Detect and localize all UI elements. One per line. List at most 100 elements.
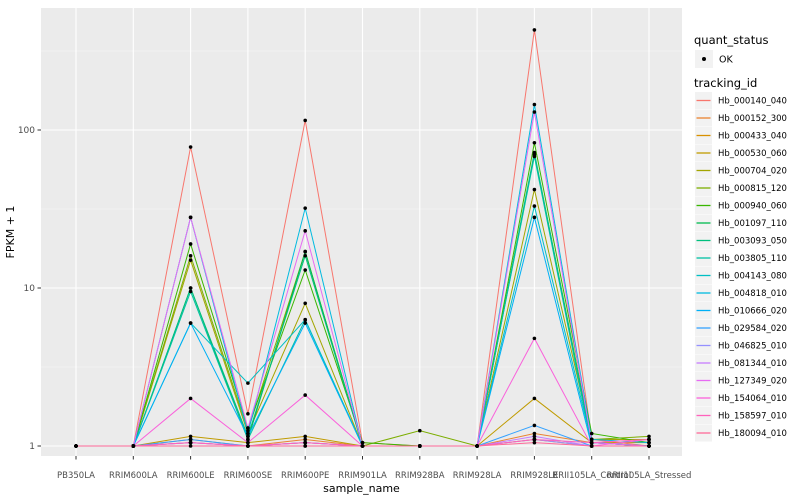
- legend-label: Hb_081344_010: [718, 359, 787, 369]
- data-point: [303, 317, 308, 322]
- x-tick-label: RRIM600SE: [224, 471, 273, 481]
- data-point: [532, 423, 537, 428]
- data-point: [647, 434, 651, 439]
- data-point: [246, 437, 250, 442]
- legend-label: Hb_000815_120: [718, 184, 787, 194]
- x-tick-label: RRIM600PE: [281, 471, 329, 481]
- plot-panel: [41, 8, 682, 456]
- data-point: [188, 396, 193, 401]
- legend-label: Hb_158597_010: [718, 412, 787, 422]
- data-point: [532, 150, 537, 155]
- data-point: [532, 154, 537, 159]
- data-point: [303, 440, 308, 445]
- legend-label: Hb_154064_010: [718, 394, 787, 404]
- y-tick-label: 10: [24, 284, 36, 294]
- x-tick-label: RRIM928LE: [510, 471, 558, 481]
- x-tick-label: RRIM600LA: [109, 471, 158, 481]
- data-point: [188, 286, 193, 290]
- y-axis-title: FPKM + 1: [4, 206, 17, 259]
- data-point: [303, 437, 308, 442]
- x-tick-label: RRII105LA_Control: [552, 471, 631, 481]
- data-point: [246, 434, 250, 439]
- data-point: [246, 444, 250, 448]
- data-point: [418, 444, 422, 448]
- data-point: [188, 242, 193, 246]
- data-point: [188, 434, 193, 439]
- y-tick-label: 100: [18, 126, 35, 136]
- data-point: [532, 336, 537, 341]
- legend-title-tracking-id: tracking_id: [694, 76, 757, 90]
- data-point: [418, 428, 422, 433]
- legend-title-quant-status: quant_status: [694, 33, 769, 47]
- data-point: [303, 434, 308, 439]
- x-tick-label: RRIM928LA: [453, 471, 502, 481]
- legend-label: Hb_000940_060: [718, 202, 787, 212]
- data-point: [589, 431, 594, 436]
- data-point: [532, 434, 537, 439]
- data-point: [246, 428, 250, 433]
- data-point: [188, 444, 193, 448]
- data-point: [589, 440, 594, 445]
- data-point: [303, 253, 308, 258]
- data-point: [188, 321, 193, 325]
- y-tick-label: 1: [29, 442, 35, 452]
- data-point: [303, 206, 308, 210]
- data-point: [475, 444, 479, 448]
- data-point: [303, 268, 308, 272]
- ok-point-icon: [702, 57, 706, 61]
- data-point: [131, 444, 136, 448]
- data-point: [246, 431, 250, 436]
- data-point: [532, 110, 537, 114]
- legend-label: Hb_000140_040: [718, 97, 787, 107]
- legend-label: Hb_000152_300: [718, 114, 787, 124]
- x-tick-label: RRII105LA_Stressed: [607, 471, 692, 481]
- data-point: [589, 444, 594, 448]
- x-tick-label: RRIM928BA: [395, 471, 445, 481]
- data-point: [246, 411, 250, 416]
- data-point: [532, 440, 537, 445]
- data-point: [303, 118, 308, 123]
- data-point: [303, 301, 308, 306]
- data-point: [303, 249, 308, 254]
- data-point: [188, 437, 193, 442]
- data-point: [303, 444, 308, 448]
- data-point: [532, 437, 537, 442]
- data-point: [74, 444, 78, 448]
- data-point: [532, 28, 537, 32]
- legend-label: Hb_000433_040: [718, 132, 787, 142]
- data-point: [532, 140, 537, 145]
- x-tick-label: PB350LA: [57, 471, 95, 481]
- x-tick-label: RRIM901LA: [338, 471, 387, 481]
- data-point: [246, 440, 250, 445]
- x-axis-title: sample_name: [323, 482, 400, 495]
- legend-label: Hb_003093_050: [718, 237, 787, 247]
- data-point: [303, 321, 308, 325]
- legend-label: Hb_046825_010: [718, 342, 787, 352]
- data-point: [532, 215, 537, 220]
- data-point: [360, 440, 365, 445]
- legend-label: Hb_001097_110: [718, 219, 787, 229]
- data-point: [647, 440, 651, 445]
- legend-label: Hb_003805_110: [718, 254, 787, 264]
- data-point: [532, 187, 537, 192]
- legend-label: Hb_004143_080: [718, 272, 787, 282]
- data-point: [589, 437, 594, 442]
- data-point: [532, 396, 537, 401]
- data-point: [188, 289, 193, 294]
- legend-label: Hb_029584_020: [718, 324, 787, 334]
- data-point: [188, 145, 193, 149]
- legend-label: Hb_004818_010: [718, 289, 787, 299]
- data-point: [246, 426, 250, 430]
- data-point: [188, 258, 193, 262]
- data-point: [647, 444, 651, 448]
- legend-label: Hb_000530_060: [718, 149, 787, 159]
- data-point: [647, 437, 651, 442]
- legend-label-ok: OK: [719, 55, 733, 66]
- data-point: [246, 381, 250, 385]
- data-point: [303, 393, 308, 397]
- data-point: [360, 444, 365, 448]
- data-point: [532, 204, 537, 208]
- data-point: [532, 102, 537, 107]
